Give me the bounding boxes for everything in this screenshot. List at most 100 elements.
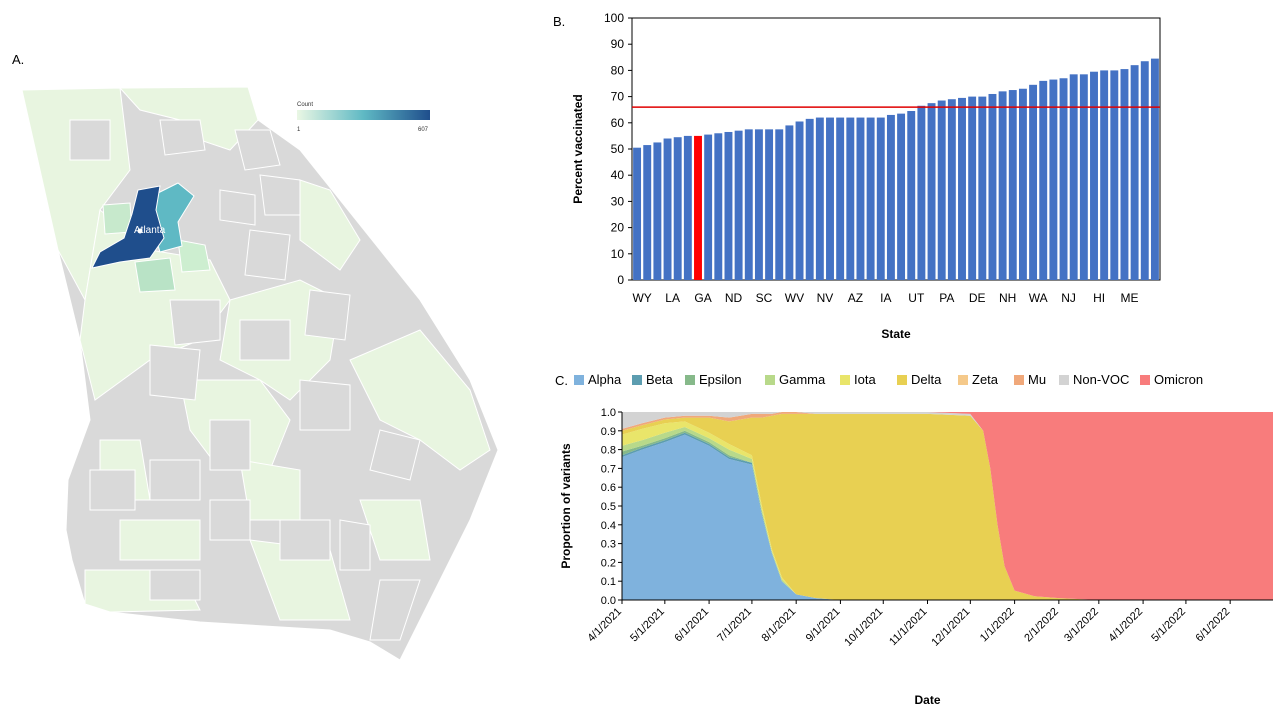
bar — [836, 117, 845, 280]
x-tick-label: 3/1/2022 — [1062, 606, 1101, 645]
bar — [958, 97, 966, 280]
x-tick-label: 10/1/2021 — [842, 606, 885, 649]
bar — [988, 93, 997, 280]
bar — [673, 137, 682, 280]
area-delta — [622, 413, 1273, 600]
bar — [978, 96, 987, 280]
legend-swatch — [765, 375, 775, 385]
y-tick-label: 0.4 — [601, 520, 616, 532]
x-tick-label: IA — [880, 291, 891, 305]
legend-swatch — [1059, 375, 1069, 385]
x-tick-label: DE — [969, 291, 986, 305]
bar — [856, 117, 865, 280]
bar — [724, 131, 733, 280]
bar — [795, 121, 804, 281]
bar — [886, 114, 895, 280]
y-tick-label: 50 — [611, 142, 625, 156]
y-tick-label: 0.3 — [601, 539, 616, 551]
legend-label: Zeta — [972, 372, 999, 387]
bar — [897, 113, 906, 280]
legend-label: Mu — [1028, 372, 1046, 387]
x-tick-label: 8/1/2021 — [760, 606, 799, 645]
bar — [1130, 65, 1139, 280]
x-axis-label: State — [881, 327, 911, 341]
legend-label: Gamma — [779, 372, 826, 387]
y-tick-label: 0.7 — [601, 463, 616, 475]
x-tick-label: ME — [1121, 291, 1139, 305]
x-axis-label: Date — [914, 693, 940, 707]
legend-title: Count — [297, 102, 313, 108]
y-tick-label: 90 — [611, 37, 625, 51]
y-tick-label: 0.9 — [601, 426, 616, 438]
x-tick-label: GA — [694, 291, 711, 305]
legend-label: Epsilon — [699, 372, 742, 387]
bar — [1059, 78, 1068, 280]
atlanta-marker-icon — [137, 228, 143, 234]
bar — [1140, 61, 1149, 281]
legend-swatch — [1014, 375, 1024, 385]
bar — [876, 117, 885, 280]
bar — [1079, 74, 1088, 280]
bar — [1008, 90, 1017, 280]
x-tick-label: 4/1/2021 — [585, 606, 624, 645]
bar — [663, 138, 672, 280]
bar — [704, 134, 713, 280]
county-high — [91, 185, 165, 269]
x-tick-label: SC — [756, 291, 773, 305]
bar — [1039, 80, 1048, 280]
x-tick-label: 2/1/2022 — [1022, 606, 1061, 645]
bar — [937, 100, 946, 280]
legend-max: 607 — [418, 127, 429, 133]
x-tick-label: NJ — [1061, 291, 1076, 305]
legend-label: Omicron — [1154, 372, 1203, 387]
x-tick-label: 5/1/2021 — [628, 606, 667, 645]
bar — [927, 103, 936, 281]
bar — [917, 105, 926, 281]
x-tick-label: HI — [1093, 291, 1105, 305]
bar — [1100, 70, 1109, 281]
bar — [866, 117, 875, 280]
x-tick-label: 7/1/2021 — [715, 606, 754, 645]
area-alpha — [622, 434, 1273, 600]
bar — [683, 135, 692, 280]
x-tick-label: WA — [1029, 291, 1048, 305]
panel-b-label: B. — [553, 14, 566, 29]
y-tick-label: 0.1 — [601, 576, 616, 588]
y-tick-label: 10 — [611, 247, 625, 261]
variant-proportion-chart: 0.0 0.1 0.2 0.3 0.4 0.5 0.6 0.7 0.8 0.9 1.0 4/1/202… — [559, 372, 1273, 707]
bar — [734, 130, 743, 280]
x-tick-label: WV — [785, 291, 804, 305]
bar — [643, 145, 652, 280]
bar — [1069, 74, 1078, 280]
bar — [1029, 84, 1038, 280]
y-tick-label: 0 — [617, 273, 624, 287]
legend-label: Non-VOC — [1073, 372, 1129, 387]
legend-min: 1 — [297, 127, 301, 133]
vaccination-bar-chart: 0 10 20 30 40 50 60 70 80 90 100 WY LA GA ND SC WV NV AZ IA… — [571, 11, 1161, 341]
county-mid-low-east — [177, 239, 211, 273]
panel-c-label: C. — [555, 373, 568, 388]
x-tick-label: WY — [632, 291, 651, 305]
georgia-county-map: Atlanta Count 1 607 — [21, 86, 499, 661]
y-tick-label: 0.0 — [601, 595, 616, 607]
y-tick-label: 0.8 — [601, 445, 616, 457]
y-tick-label: 80 — [611, 63, 625, 77]
bar — [744, 129, 753, 280]
y-tick-label: 30 — [611, 194, 625, 208]
x-tick-label: AZ — [848, 291, 863, 305]
city-label: Atlanta — [134, 225, 166, 236]
legend-swatch — [840, 375, 850, 385]
x-tick-label: 4/1/2022 — [1106, 606, 1145, 645]
x-tick-label: LA — [665, 291, 680, 305]
x-tick-label: 12/1/2021 — [929, 606, 972, 649]
legend-gradient — [297, 110, 430, 120]
bar — [633, 147, 642, 280]
bar — [826, 117, 834, 280]
legend-swatch — [685, 375, 695, 385]
x-tick-label: 9/1/2021 — [804, 606, 843, 645]
no-data-counties — [69, 119, 421, 641]
x-tick-label: ND — [725, 291, 743, 305]
county-mid-low-south — [134, 257, 176, 293]
bar — [653, 142, 662, 280]
y-tick-label: 70 — [611, 90, 625, 104]
